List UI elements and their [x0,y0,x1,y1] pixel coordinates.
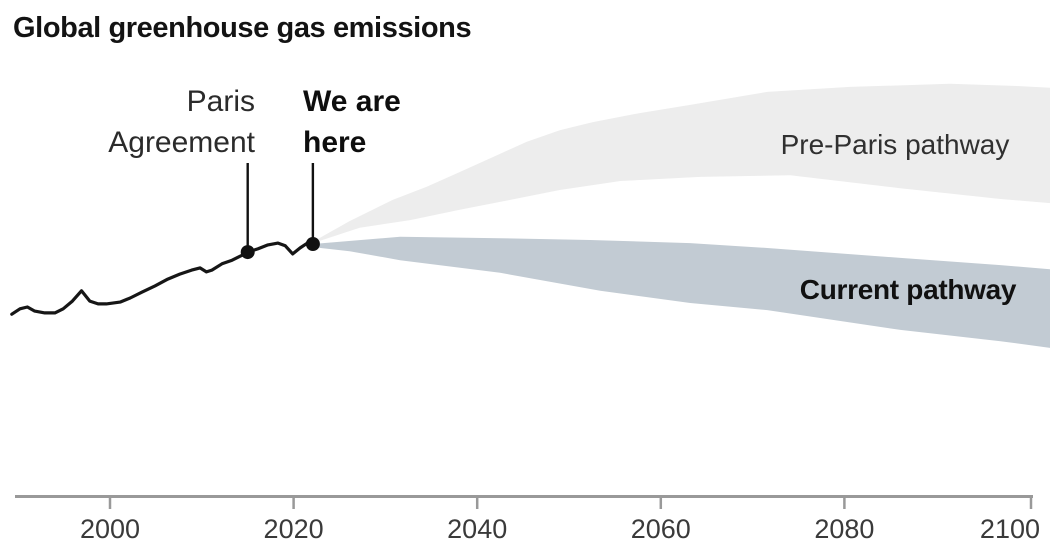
current-band-area [312,236,1050,348]
x-axis-tick-label: 2060 [631,514,691,544]
band-layer [312,83,1050,348]
we-are-here-dot [305,237,320,251]
chart-title: Global greenhouse gas emissions [13,12,472,44]
paris-dot [240,245,255,260]
x-axis-tick-label: 2000 [80,514,140,544]
we-are-here-label-line1: We are [303,85,401,118]
x-axis-tick-label: 2100 [980,514,1040,544]
x-axis-tick-label: 2020 [264,514,324,544]
preparis-pathway-label: Pre-Paris pathway [781,129,1010,160]
current-pathway-label: Current pathway [800,274,1017,305]
line-and-axis-layer: 2000 2020 2040 2060 2080 2100 [10,163,1040,544]
paris-agreement-label-line1: Paris [187,85,255,118]
preparis-band-area [312,83,1050,244]
paris-agreement-label-line2: Agreement [108,126,255,159]
x-axis-tick-label: 2080 [814,514,874,544]
we-are-here-label-line2: here [303,126,366,159]
history-line [10,241,315,316]
x-axis-tick-label: 2040 [447,514,507,544]
